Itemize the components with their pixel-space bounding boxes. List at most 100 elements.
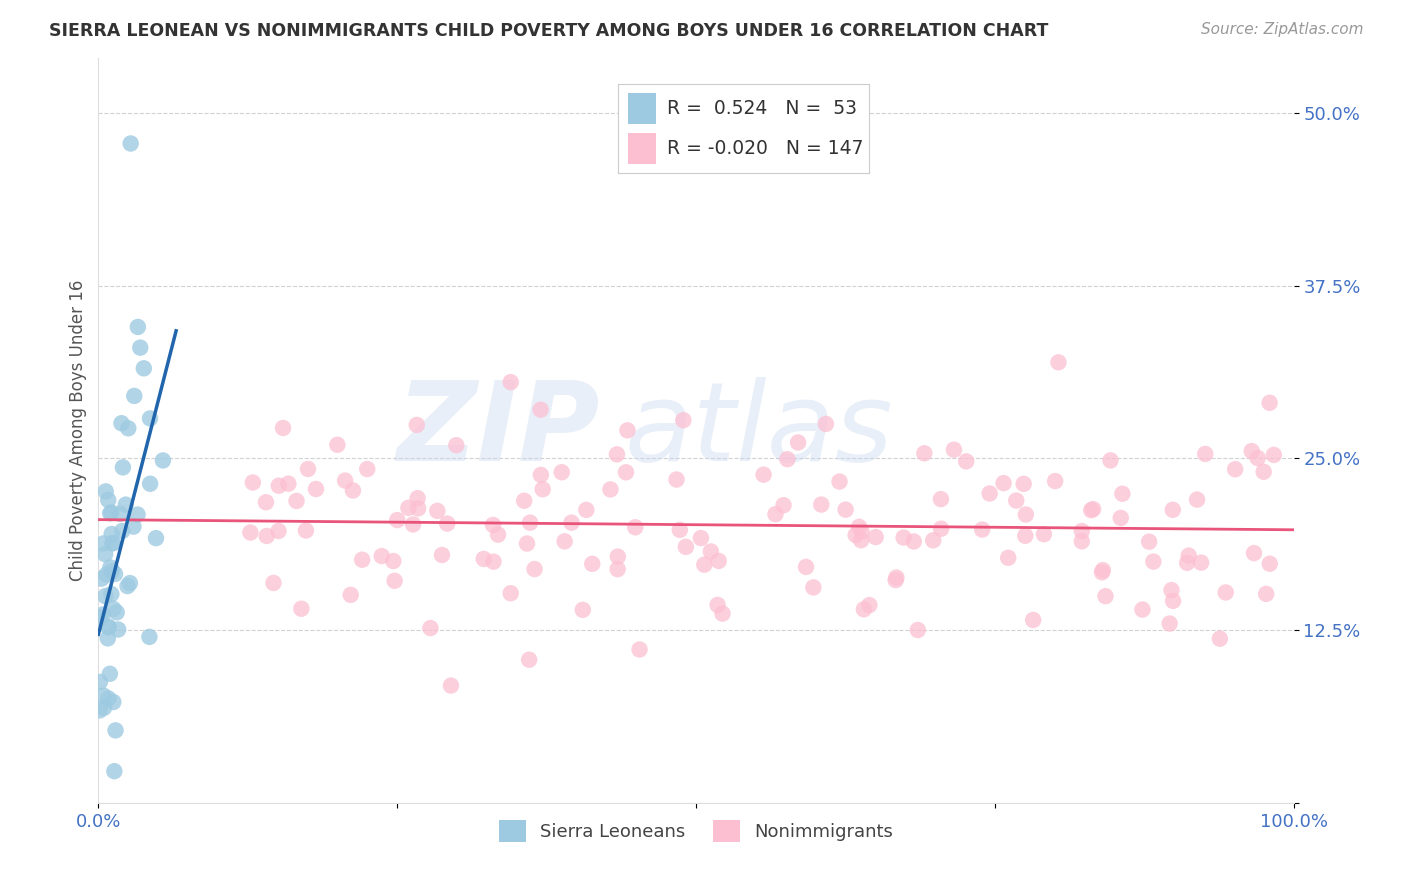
Point (120, 136, 142, 151)
Point (1005, 493, 1028, 508)
Point (98, 506, 121, 520)
Point (787, 435, 810, 450)
Point (772, 498, 794, 512)
Point (1043, 474, 1066, 488)
Point (848, 520, 870, 534)
Point (571, 603, 593, 617)
Point (405, 417, 427, 432)
Point (139, 411, 162, 425)
Point (1161, 594, 1184, 608)
Text: ZIP: ZIP (396, 377, 600, 483)
Point (1175, 556, 1198, 570)
Point (1137, 534, 1160, 549)
Point (922, 533, 945, 548)
Point (267, 524, 290, 538)
Point (382, 554, 405, 568)
Point (1159, 616, 1181, 631)
Point (97, 632, 120, 646)
Point (97, 493, 120, 508)
Point (1015, 508, 1038, 522)
Point (267, 479, 290, 493)
Point (955, 454, 977, 468)
Point (486, 527, 509, 541)
Point (256, 529, 278, 543)
Point (145, 531, 167, 545)
Point (333, 474, 356, 488)
Point (834, 502, 856, 516)
Point (271, 421, 294, 435)
Point (1256, 587, 1278, 601)
Point (551, 465, 574, 479)
Point (616, 423, 638, 437)
Point (1080, 503, 1102, 517)
Point (111, 524, 134, 538)
Point (342, 483, 364, 498)
Point (1215, 585, 1237, 599)
Point (851, 524, 873, 539)
Point (690, 531, 713, 545)
Point (90, 572, 112, 586)
Point (845, 528, 868, 542)
Point (371, 549, 394, 563)
Point (94, 547, 117, 561)
Point (1081, 502, 1104, 516)
Text: SIERRA LEONEAN VS NONIMMIGRANTS CHILD POVERTY AMONG BOYS UNDER 16 CORRELATION CH: SIERRA LEONEAN VS NONIMMIGRANTS CHILD PO… (49, 22, 1049, 40)
Point (519, 516, 541, 530)
Point (94, 589, 117, 603)
Point (893, 531, 915, 545)
Point (1070, 524, 1092, 538)
Point (499, 375, 522, 389)
Point (94, 484, 117, 499)
Point (105, 606, 128, 620)
Point (803, 581, 825, 595)
Point (297, 462, 319, 476)
Point (776, 452, 799, 467)
Point (1160, 583, 1182, 598)
Point (1177, 549, 1199, 563)
Point (339, 588, 361, 602)
Point (1091, 566, 1114, 580)
Point (606, 447, 628, 461)
Point (93, 536, 115, 550)
Point (531, 482, 554, 496)
Point (419, 621, 441, 635)
Point (575, 503, 598, 517)
Point (384, 574, 406, 588)
Point (305, 482, 328, 496)
Point (693, 558, 716, 572)
Point (1022, 613, 1045, 627)
Point (929, 492, 952, 507)
Legend: Sierra Leoneans, Nonimmigrants: Sierra Leoneans, Nonimmigrants (492, 814, 900, 850)
Point (93, 700, 115, 714)
Point (1225, 462, 1247, 476)
Point (997, 550, 1019, 565)
Point (100, 587, 122, 601)
Point (1194, 447, 1216, 461)
Point (446, 438, 468, 452)
Point (98, 666, 121, 681)
Point (849, 533, 872, 548)
Point (263, 576, 285, 591)
Point (406, 491, 429, 506)
Point (1111, 487, 1133, 501)
Point (1247, 450, 1270, 465)
Point (295, 524, 318, 538)
Point (516, 536, 538, 550)
Point (706, 598, 728, 612)
Point (122, 519, 145, 533)
Point (97, 691, 120, 706)
Point (242, 475, 264, 490)
Point (523, 562, 546, 576)
Point (907, 623, 929, 637)
Point (1243, 546, 1265, 560)
Point (1099, 453, 1122, 467)
Point (979, 486, 1001, 500)
Point (101, 536, 124, 550)
Point (111, 460, 134, 475)
Point (912, 446, 935, 460)
Point (624, 520, 647, 534)
Point (1253, 465, 1275, 479)
Point (96, 567, 118, 582)
Point (89, 674, 111, 689)
Point (752, 467, 775, 482)
